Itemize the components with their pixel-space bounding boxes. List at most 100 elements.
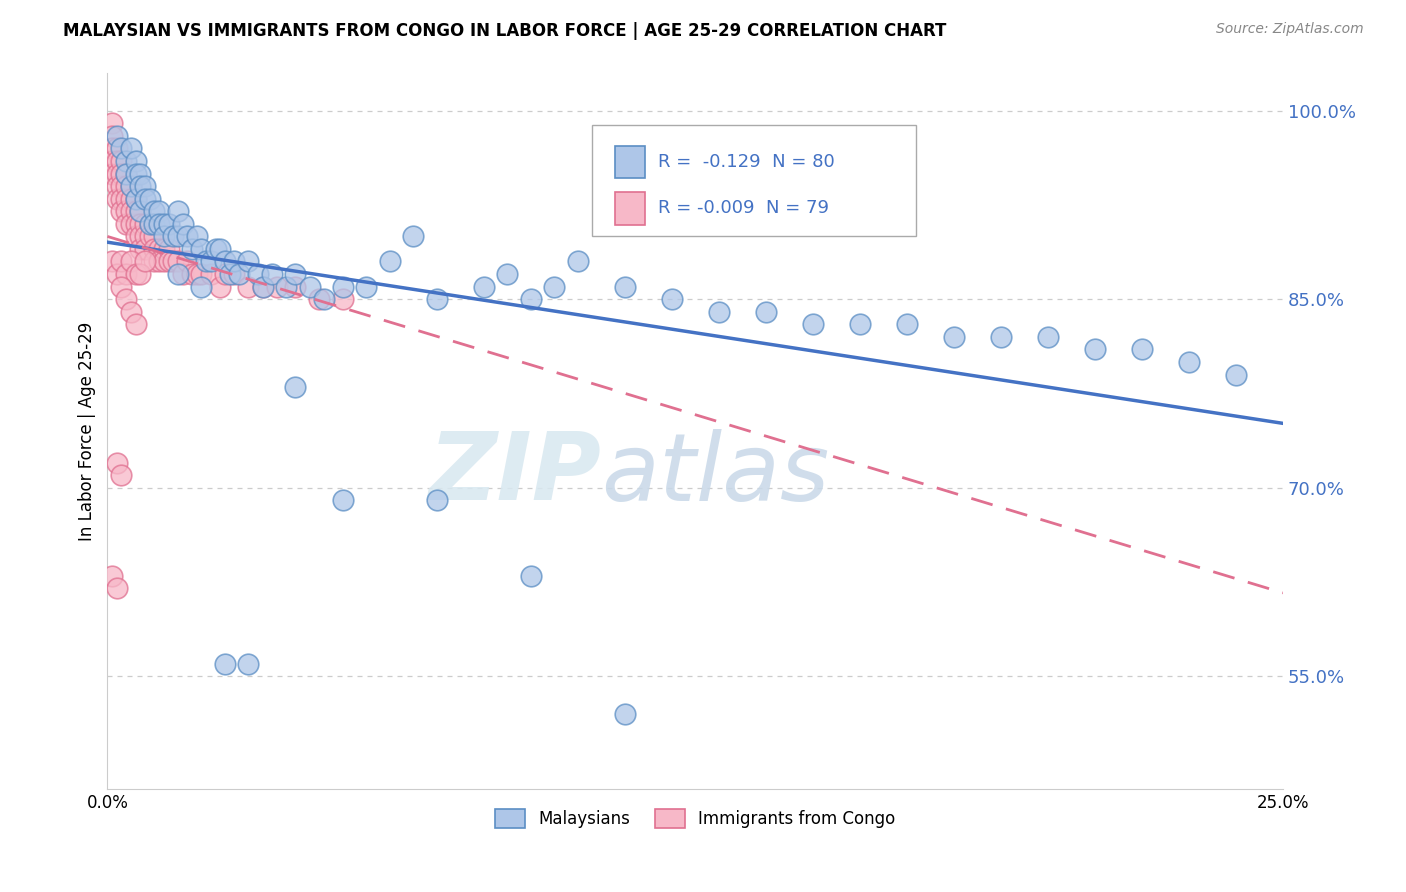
Point (115, 179, 138, 194)
Point (115, 217, 138, 231)
Point (162, 254, 184, 268)
Point (519, 568, 541, 582)
Legend: Malaysians, Immigrants from Congo: Malaysians, Immigrants from Congo (488, 802, 903, 835)
Point (425, 493, 447, 508)
Point (425, 292, 447, 306)
Point (896, 318, 918, 332)
Point (472, 279, 495, 293)
Text: Source: ZipAtlas.com: Source: ZipAtlas.com (1216, 22, 1364, 37)
Point (1084, 343, 1107, 357)
Point (124, 153, 146, 168)
Point (105, 167, 128, 181)
Point (238, 279, 260, 293)
Point (204, 242, 226, 256)
Point (101, 568, 124, 582)
Point (148, 217, 170, 231)
Point (101, 128, 124, 143)
Point (120, 204, 142, 219)
Point (162, 229, 184, 244)
Point (543, 279, 565, 293)
Point (176, 229, 198, 244)
Point (105, 141, 128, 155)
Point (181, 242, 204, 256)
Point (942, 330, 965, 344)
Point (105, 128, 128, 143)
Point (190, 242, 212, 256)
Point (115, 204, 138, 219)
Point (661, 292, 683, 306)
Point (115, 292, 138, 306)
Point (124, 267, 146, 281)
Point (129, 167, 152, 181)
Text: R = -0.009  N = 79: R = -0.009 N = 79 (658, 200, 828, 218)
Point (148, 204, 170, 219)
Point (153, 242, 176, 256)
Point (167, 229, 190, 244)
Point (129, 267, 152, 281)
Point (172, 217, 194, 231)
Point (496, 267, 519, 281)
Point (143, 217, 166, 231)
Point (124, 217, 146, 231)
Point (129, 204, 152, 219)
Bar (616, 146, 644, 178)
Point (190, 267, 212, 281)
Point (110, 141, 132, 155)
Point (129, 179, 152, 194)
Point (252, 279, 274, 293)
Point (120, 217, 142, 231)
Point (214, 657, 236, 671)
Point (120, 179, 142, 194)
Point (238, 254, 260, 268)
Point (200, 267, 222, 281)
Point (519, 292, 541, 306)
Point (148, 242, 170, 256)
Point (148, 254, 170, 268)
Point (567, 254, 589, 268)
Point (124, 192, 146, 206)
Point (354, 279, 377, 293)
Point (129, 229, 152, 244)
Point (115, 192, 138, 206)
Point (167, 267, 190, 281)
Point (143, 204, 166, 219)
Point (105, 179, 128, 194)
Point (224, 254, 246, 268)
Point (238, 657, 260, 671)
Point (115, 153, 138, 168)
Point (134, 242, 156, 256)
Point (332, 493, 354, 508)
Point (308, 292, 330, 306)
Point (105, 267, 128, 281)
Point (115, 267, 138, 281)
Point (129, 204, 152, 219)
Point (209, 242, 232, 256)
Point (172, 267, 194, 281)
Point (110, 167, 132, 181)
Y-axis label: In Labor Force | Age 25-29: In Labor Force | Age 25-29 (79, 321, 96, 541)
Point (138, 192, 160, 206)
Point (110, 254, 132, 268)
Point (120, 304, 142, 318)
Point (110, 153, 132, 168)
Point (101, 153, 124, 168)
Point (990, 330, 1012, 344)
Point (613, 279, 636, 293)
Point (801, 318, 824, 332)
Point (120, 192, 142, 206)
Text: MALAYSIAN VS IMMIGRANTS FROM CONGO IN LABOR FORCE | AGE 25-29 CORRELATION CHART: MALAYSIAN VS IMMIGRANTS FROM CONGO IN LA… (63, 22, 946, 40)
Point (200, 254, 222, 268)
Point (110, 192, 132, 206)
Point (134, 217, 156, 231)
Text: R =  -0.129  N = 80: R = -0.129 N = 80 (658, 153, 834, 171)
Point (110, 279, 132, 293)
Text: atlas: atlas (602, 428, 830, 519)
Bar (616, 193, 644, 225)
Point (124, 204, 146, 219)
Point (124, 167, 146, 181)
Point (138, 229, 160, 244)
Point (124, 229, 146, 244)
Point (332, 279, 354, 293)
Point (402, 229, 425, 244)
Point (1130, 343, 1153, 357)
